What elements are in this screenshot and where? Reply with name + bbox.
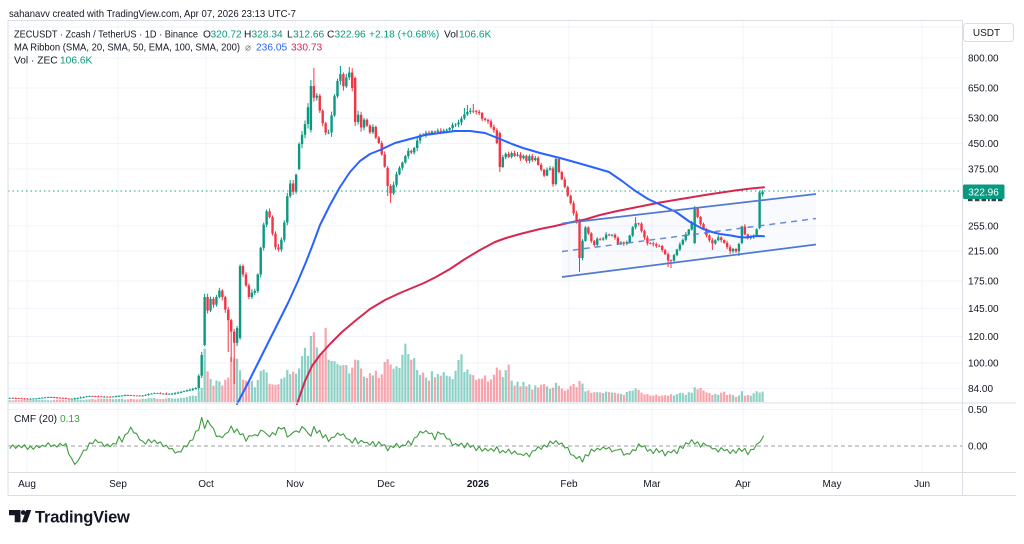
svg-text:sahanavv created with TradingV: sahanavv created with TradingView.com, A… <box>9 8 296 20</box>
svg-text:H: H <box>244 30 251 41</box>
svg-text:Sep: Sep <box>109 479 127 490</box>
svg-text:175.00: 175.00 <box>968 277 999 288</box>
svg-text:Aug: Aug <box>18 479 36 490</box>
svg-text:215.00: 215.00 <box>968 247 999 258</box>
svg-text:USDT: USDT <box>973 28 1000 39</box>
svg-text:ZECUSDT · Zcash / TetherUS · 1: ZECUSDT · Zcash / TetherUS · 1D · Binanc… <box>14 30 198 41</box>
svg-text:Vol: Vol <box>444 30 458 41</box>
svg-text:320.72: 320.72 <box>211 30 242 41</box>
svg-text:322.96: 322.96 <box>335 30 366 41</box>
svg-text:650.00: 650.00 <box>968 84 999 95</box>
svg-text:Jun: Jun <box>914 479 930 490</box>
svg-text:⌀: ⌀ <box>245 43 251 54</box>
svg-text:May: May <box>823 479 842 490</box>
svg-text:330.73: 330.73 <box>291 43 322 54</box>
svg-text:O: O <box>203 30 211 41</box>
svg-text:MA Ribbon (SMA, 20, SMA, 50, E: MA Ribbon (SMA, 20, SMA, 50, EMA, 100, S… <box>14 43 240 54</box>
svg-text:120.00: 120.00 <box>968 332 999 343</box>
svg-text:C: C <box>327 30 334 41</box>
svg-text:Vol · ZEC: Vol · ZEC <box>14 56 58 67</box>
svg-text:84.00: 84.00 <box>968 384 993 395</box>
svg-text:322.96: 322.96 <box>968 187 999 198</box>
svg-text:Nov: Nov <box>286 479 304 490</box>
svg-text:Oct: Oct <box>198 479 214 490</box>
svg-text:800.00: 800.00 <box>968 54 999 65</box>
svg-text:TradingView: TradingView <box>35 509 130 527</box>
svg-text:236.05: 236.05 <box>256 43 287 54</box>
svg-text:375.00: 375.00 <box>968 165 999 176</box>
svg-text:0.50: 0.50 <box>968 405 988 416</box>
svg-text:312.66: 312.66 <box>293 30 324 41</box>
svg-text:106.6K: 106.6K <box>459 30 491 41</box>
svg-text:328.34: 328.34 <box>252 30 283 41</box>
svg-text:Mar: Mar <box>643 479 661 490</box>
svg-text:530.00: 530.00 <box>968 114 999 125</box>
svg-text:450.00: 450.00 <box>968 139 999 150</box>
svg-text:255.00: 255.00 <box>968 222 999 233</box>
svg-text:145.00: 145.00 <box>968 304 999 315</box>
svg-text:106.6K: 106.6K <box>60 56 92 67</box>
svg-text:+2.18 (+0.68%): +2.18 (+0.68%) <box>369 30 439 41</box>
svg-text:100.00: 100.00 <box>968 359 999 370</box>
svg-text:Apr: Apr <box>735 479 751 490</box>
svg-text:Dec: Dec <box>377 479 395 490</box>
svg-text:Feb: Feb <box>560 479 578 490</box>
svg-text:CMF (20): CMF (20) <box>14 414 57 425</box>
svg-text:2026: 2026 <box>467 479 490 490</box>
svg-text:0.13: 0.13 <box>60 414 80 425</box>
svg-text:0.00: 0.00 <box>968 442 988 453</box>
svg-text:L: L <box>287 30 293 41</box>
